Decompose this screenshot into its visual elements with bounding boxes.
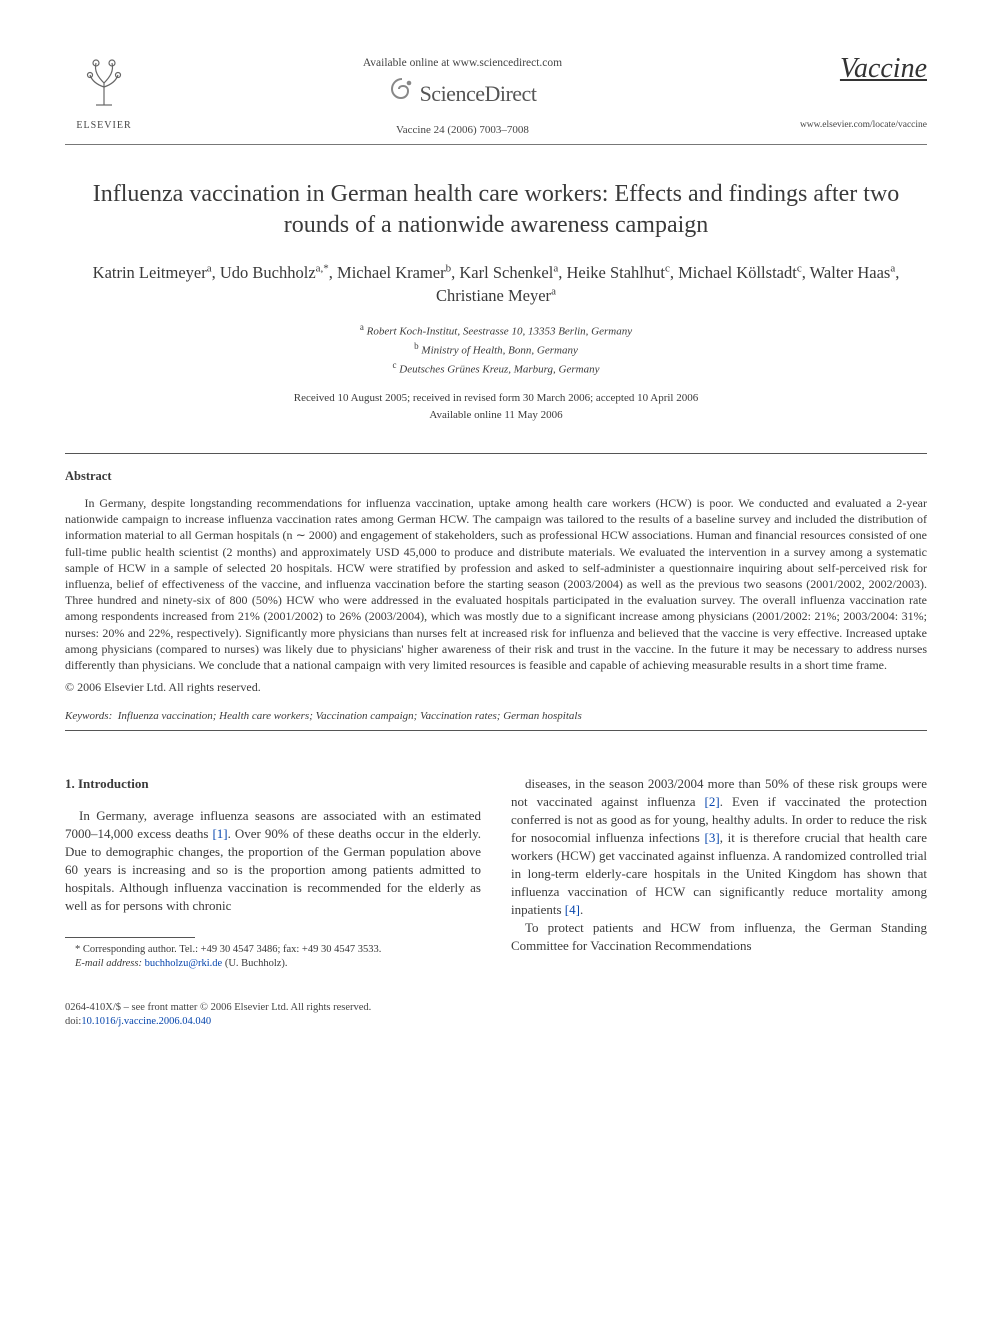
footnote-rule xyxy=(65,937,195,938)
sciencedirect-logo: ScienceDirect xyxy=(389,76,537,112)
author-list: Katrin Leitmeyera, Udo Buchholza,*, Mich… xyxy=(85,261,907,307)
elsevier-logo: ELSEVIER xyxy=(65,50,143,135)
abstract-copyright: © 2006 Elsevier Ltd. All rights reserved… xyxy=(65,679,927,695)
citation-line: Vaccine 24 (2006) 7003–7008 xyxy=(143,123,782,138)
front-matter-line: 0264-410X/$ – see front matter © 2006 El… xyxy=(65,1002,371,1013)
intro-para-1: In Germany, average influenza seasons ar… xyxy=(65,807,481,915)
history-dates: Received 10 August 2005; received in rev… xyxy=(65,390,927,423)
keywords-text: Influenza vaccination; Health care worke… xyxy=(118,710,582,722)
elsevier-label: ELSEVIER xyxy=(76,119,131,133)
ref-link-3[interactable]: [3] xyxy=(705,830,720,845)
ref-link-1[interactable]: [1] xyxy=(212,826,227,841)
abstract-heading: Abstract xyxy=(65,468,927,485)
sciencedirect-text: ScienceDirect xyxy=(420,79,537,109)
section-heading-intro: 1. Introduction xyxy=(65,775,481,793)
email-paren: (U. Buchholz). xyxy=(225,958,288,969)
footnote-corr: * Corresponding author. Tel.: +49 30 454… xyxy=(75,944,381,955)
affiliations: a Robert Koch-Institut, Seestrasse 10, 1… xyxy=(65,321,927,378)
corresponding-author-note: * Corresponding author. Tel.: +49 30 454… xyxy=(65,943,481,957)
swirl-icon xyxy=(389,76,415,112)
body-columns: 1. Introduction In Germany, average infl… xyxy=(65,775,927,971)
keywords-label: Keywords: xyxy=(65,710,112,722)
journal-url: www.elsevier.com/locate/vaccine xyxy=(800,120,927,130)
doi-prefix: doi: xyxy=(65,1016,81,1027)
article-title: Influenza vaccination in German health c… xyxy=(87,179,905,240)
journal-logo-block: Vaccine www.elsevier.com/locate/vaccine xyxy=(782,50,927,132)
ref-link-4[interactable]: [4] xyxy=(565,902,580,917)
doi-link[interactable]: 10.1016/j.vaccine.2006.04.040 xyxy=(81,1016,211,1027)
center-header: Available online at www.sciencedirect.co… xyxy=(143,50,782,138)
abstract-body: In Germany, despite longstanding recomme… xyxy=(65,495,927,673)
tree-icon xyxy=(76,53,132,117)
available-online-text: Available online at www.sciencedirect.co… xyxy=(143,56,782,72)
intro-para-3: To protect patients and HCW from influen… xyxy=(511,919,927,955)
ref-link-2[interactable]: [2] xyxy=(705,794,720,809)
header-rule xyxy=(65,144,927,145)
email-label: E-mail address: xyxy=(75,958,142,969)
journal-title-logo: Vaccine xyxy=(782,50,927,88)
dates-line-2: Available online 11 May 2006 xyxy=(429,409,562,421)
email-note: E-mail address: buchholzu@rki.de (U. Buc… xyxy=(65,957,481,971)
page-footer: 0264-410X/$ – see front matter © 2006 El… xyxy=(65,1001,927,1029)
email-link[interactable]: buchholzu@rki.de xyxy=(145,958,223,969)
abstract-top-rule xyxy=(65,453,927,454)
footnote-block: * Corresponding author. Tel.: +49 30 454… xyxy=(65,937,481,971)
keywords-rule xyxy=(65,730,927,731)
dates-line-1: Received 10 August 2005; received in rev… xyxy=(294,392,698,404)
page-header: ELSEVIER Available online at www.science… xyxy=(65,50,927,138)
intro-para-2: diseases, in the season 2003/2004 more t… xyxy=(511,775,927,919)
intro-p2-post: . xyxy=(580,902,583,917)
keywords-line: Keywords: Influenza vaccination; Health … xyxy=(65,709,927,724)
abstract-text: In Germany, despite longstanding recomme… xyxy=(65,496,927,672)
footer-left: 0264-410X/$ – see front matter © 2006 El… xyxy=(65,1001,371,1029)
